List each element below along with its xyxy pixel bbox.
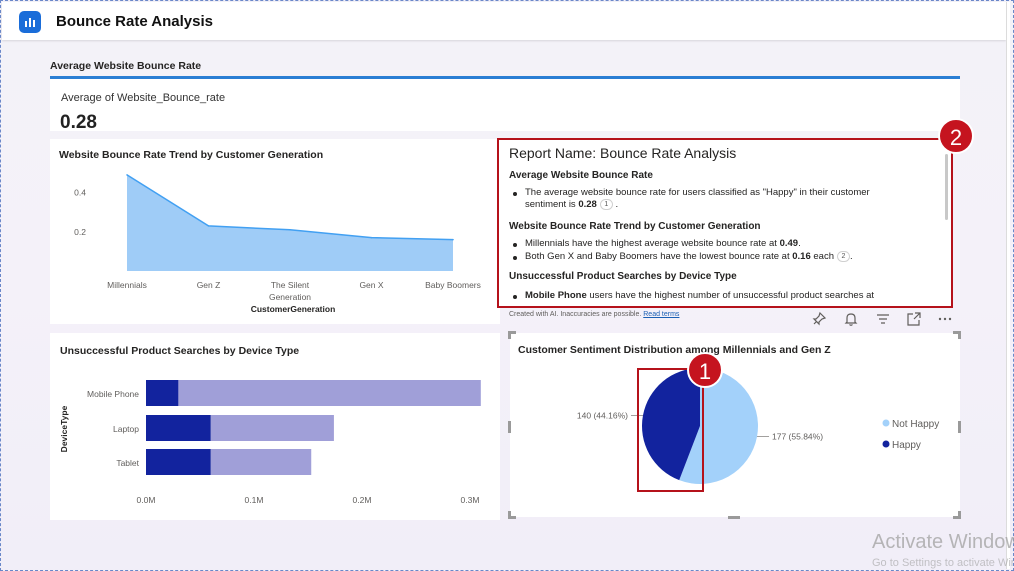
activation-watermark-subtitle: Go to Settings to activate Windows. xyxy=(872,557,1014,569)
smart-narrative[interactable]: Report Name: Bounce Rate Analysis Averag… xyxy=(497,138,953,308)
y-tick-label: 0.4 xyxy=(74,188,86,198)
pie-slice xyxy=(679,368,758,484)
focus-mode-icon[interactable] xyxy=(906,311,922,327)
resize-handle[interactable] xyxy=(953,516,961,519)
bullet-text: users have the highest number of unsucce… xyxy=(586,290,875,301)
bullet-text: The average website bounce rate for user… xyxy=(525,187,870,198)
bullet-text-after: each xyxy=(810,251,834,263)
bullet-dot xyxy=(513,192,517,196)
kpi-card[interactable]: Average of Website_Bounce_rate 0.28 xyxy=(50,76,960,133)
y-tick-label: Mobile Phone xyxy=(87,389,139,399)
x-tick-label: Baby Boomers xyxy=(425,280,481,290)
slice-label: 140 (44.16%) xyxy=(577,410,628,420)
bullet-lead: Mobile Phone xyxy=(525,290,587,301)
resize-handle[interactable] xyxy=(958,421,961,433)
y-tick-label: Laptop xyxy=(113,424,139,434)
bar-segment xyxy=(210,415,334,441)
bullet-value: 0.16 xyxy=(792,251,811,263)
bar-chart-svg: Mobile Phone0.03MLaptop0.06MTablet0.06M0… xyxy=(59,380,481,505)
chart-title: Website Bounce Rate Trend by Customer Ge… xyxy=(59,149,324,161)
read-terms-link[interactable]: Read terms xyxy=(643,311,680,318)
window-edge xyxy=(1006,2,1010,569)
report-icon xyxy=(19,11,41,33)
area-fill xyxy=(127,174,453,271)
data-point xyxy=(207,225,210,227)
kpi-label: Average of Website_Bounce_rate xyxy=(61,92,226,104)
narrative-heading: Website Bounce Rate Trend by Customer Ge… xyxy=(509,221,761,232)
resize-handle[interactable] xyxy=(958,511,961,519)
x-tick-label: Generation xyxy=(269,292,311,302)
data-point xyxy=(126,174,128,176)
citation-badge[interactable]: 2 xyxy=(836,251,850,262)
resize-handle[interactable] xyxy=(958,331,961,339)
kpi-section-label: Average Website Bounce Rate xyxy=(50,60,202,72)
annotation-badge-2: 2 xyxy=(938,118,974,154)
bullet-value: 0.49 xyxy=(779,238,799,249)
bar-segment xyxy=(178,380,481,406)
ai-disclaimer: Created with AI. Inaccuracies are possib… xyxy=(509,311,680,318)
annotation-box xyxy=(637,368,704,492)
pin-icon[interactable] xyxy=(811,311,827,327)
kpi-value: 0.28 xyxy=(60,112,97,133)
data-point xyxy=(452,238,454,241)
legend-label: Happy xyxy=(892,440,921,451)
x-tick-label: 0.0M xyxy=(137,495,156,505)
resize-handle[interactable] xyxy=(508,421,511,433)
resize-handle[interactable] xyxy=(508,511,511,519)
bullet-text: Millennials have the highest average web… xyxy=(525,238,780,249)
activation-watermark: Activate Windows xyxy=(872,531,1014,553)
sentiment-pie-chart[interactable]: Customer Sentiment Distribution among Mi… xyxy=(510,333,960,517)
bar-segment xyxy=(210,449,312,475)
y-tick-label: Tablet xyxy=(116,458,139,468)
pie-chart-svg: 177 (55.84%) 140 (44.16%) Not Happy Happy xyxy=(577,368,939,484)
slice-label: 177 (55.84%) xyxy=(772,432,823,442)
narrative-scrollbar[interactable] xyxy=(945,154,948,220)
narrative-heading: Unsuccessful Product Searches by Device … xyxy=(509,271,737,282)
bar-segment xyxy=(146,415,211,441)
area-chart-svg: 0.2 0.4 Millennials Gen Z The Silent Generati… xyxy=(74,174,481,314)
chart-title: Unsuccessful Product Searches by Device … xyxy=(60,345,300,357)
resize-handle[interactable] xyxy=(953,331,961,334)
bullet-value: 0.28 xyxy=(578,199,597,211)
resize-handle[interactable] xyxy=(508,331,516,334)
resize-handle[interactable] xyxy=(508,331,511,339)
y-tick-label: 0.2 xyxy=(74,227,86,237)
chart-title: Customer Sentiment Distribution among Mi… xyxy=(518,344,831,356)
x-tick-label: 0.1M xyxy=(245,495,264,505)
bar-segment xyxy=(146,380,179,406)
device-searches-chart[interactable]: Unsuccessful Product Searches by Device … xyxy=(50,333,500,520)
x-tick-label: 0.3M xyxy=(461,495,480,505)
resize-handle[interactable] xyxy=(508,516,516,519)
bullet-dot xyxy=(513,256,517,260)
header-bar: Bounce Rate Analysis xyxy=(2,2,1006,40)
y-axis-title: DeviceType xyxy=(59,405,69,452)
legend-marker xyxy=(882,440,890,448)
data-point xyxy=(289,229,291,231)
x-tick-label: 0.2M xyxy=(353,495,372,505)
bell-icon[interactable] xyxy=(843,311,859,327)
narrative-heading: Average Website Bounce Rate xyxy=(509,170,653,181)
bullet-dot xyxy=(513,295,517,299)
bullet-text: Both Gen X and Baby Boomers have the low… xyxy=(525,251,793,263)
bar-segment xyxy=(146,449,211,475)
legend-marker xyxy=(882,419,890,427)
x-axis-title: CustomerGeneration xyxy=(251,304,336,314)
pie-slice xyxy=(642,368,700,481)
page-title: Bounce Rate Analysis xyxy=(56,13,213,30)
citation-badge[interactable]: 1 xyxy=(599,199,613,210)
bullet-text-line2: sentiment is xyxy=(525,199,579,211)
annotation-badge-1: 1 xyxy=(687,352,723,388)
x-tick-label: Gen Z xyxy=(197,280,221,290)
bullet-dot xyxy=(513,243,517,247)
resize-handle[interactable] xyxy=(728,516,740,519)
x-tick-label: The Silent xyxy=(271,280,310,290)
more-options-icon[interactable] xyxy=(937,311,953,327)
bounce-trend-chart[interactable]: Website Bounce Rate Trend by Customer Ge… xyxy=(50,139,500,324)
legend-label: Not Happy xyxy=(892,419,939,430)
data-point xyxy=(370,236,373,239)
x-tick-label: Gen X xyxy=(359,280,383,290)
filter-icon[interactable] xyxy=(875,311,891,327)
narrative-title: Report Name: Bounce Rate Analysis xyxy=(509,145,737,161)
x-tick-label: Millennials xyxy=(107,280,147,290)
